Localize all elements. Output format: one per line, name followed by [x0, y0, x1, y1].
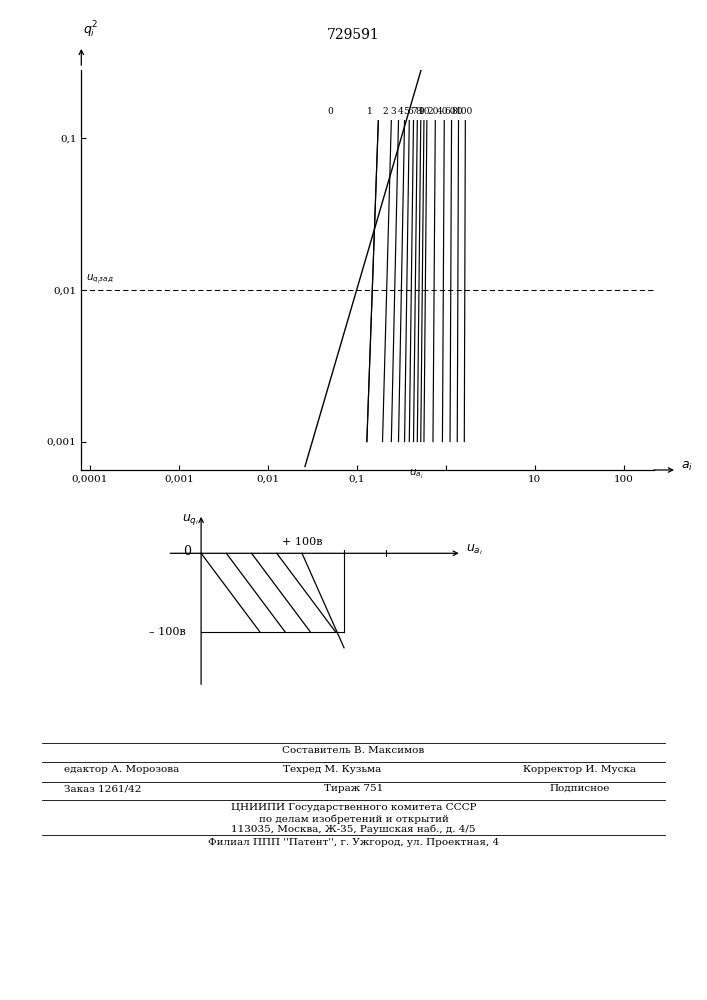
Text: $q_i^2$: $q_i^2$	[83, 20, 98, 40]
Text: $u_{a_i}$: $u_{a_i}$	[409, 468, 423, 481]
Text: по делам изобретений и открытий: по делам изобретений и открытий	[259, 814, 448, 824]
Text: 10: 10	[419, 107, 431, 116]
Text: 9: 9	[419, 107, 424, 116]
Text: 4: 4	[397, 107, 403, 116]
Text: – 100в: – 100в	[149, 627, 186, 637]
Text: 113035, Москва, Ж-35, Раушская наб., д. 4/5: 113035, Москва, Ж-35, Раушская наб., д. …	[231, 825, 476, 834]
Text: 1: 1	[367, 107, 373, 116]
Text: Тираж 751: Тираж 751	[324, 784, 383, 793]
Text: 2: 2	[382, 107, 388, 116]
Text: Τиг.2: Τиг.2	[350, 532, 385, 545]
Text: Филиал ППП ''Патент'', г. Ужгород, ул. Проектная, 4: Филиал ППП ''Патент'', г. Ужгород, ул. П…	[208, 838, 499, 847]
Text: ЦНИИПИ Государственного комитета СССР: ЦНИИПИ Государственного комитета СССР	[230, 803, 477, 812]
Text: 7: 7	[411, 107, 417, 116]
Text: $a_i$: $a_i$	[682, 459, 694, 473]
Text: 0: 0	[327, 107, 333, 116]
Text: 5: 5	[403, 107, 409, 116]
Text: 60: 60	[445, 107, 456, 116]
Text: едактор А. Морозова: едактор А. Морозова	[64, 765, 179, 774]
Text: Техред М. Кузьма: Техред М. Кузьма	[284, 765, 381, 774]
Text: Составитель В. Максимов: Составитель В. Максимов	[282, 746, 425, 755]
Text: $u_{a_i}$: $u_{a_i}$	[466, 542, 483, 557]
Text: 20: 20	[428, 107, 439, 116]
Text: Корректор И. Муска: Корректор И. Муска	[523, 765, 636, 774]
Text: 100: 100	[456, 107, 473, 116]
Text: 8: 8	[415, 107, 421, 116]
Text: 0: 0	[183, 545, 191, 558]
Text: 3: 3	[391, 107, 397, 116]
Text: Заказ 1261/42: Заказ 1261/42	[64, 784, 141, 793]
Text: $u_{q_i зад}$: $u_{q_i зад}$	[86, 272, 114, 285]
Text: + 100в: + 100в	[282, 537, 322, 547]
Text: 6: 6	[407, 107, 413, 116]
Text: $u_{q_i}$: $u_{q_i}$	[182, 512, 199, 527]
Text: 80: 80	[452, 107, 463, 116]
Text: 40: 40	[437, 107, 449, 116]
Text: Подписное: Подписное	[549, 784, 610, 793]
Text: 729591: 729591	[327, 28, 380, 42]
